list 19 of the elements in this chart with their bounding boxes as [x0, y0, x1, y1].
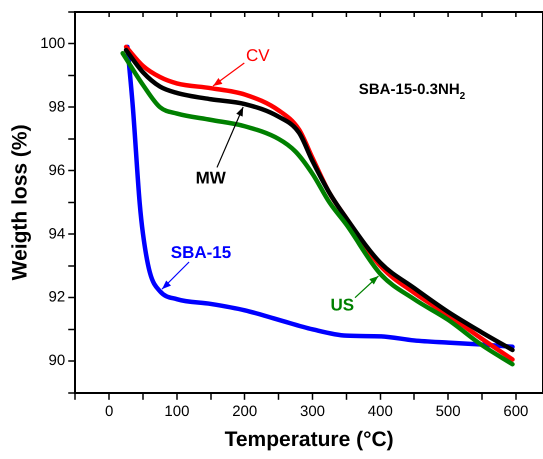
text: MW	[196, 168, 227, 188]
y-tick-label: 98	[48, 98, 66, 116]
x-tick-label: 500	[436, 402, 461, 420]
x-axis-title: Temperature (°C)	[224, 428, 394, 452]
y-tick-label: 96	[48, 162, 66, 179]
y-tick-label: 100	[40, 34, 66, 52]
series-label: CV	[246, 46, 270, 65]
x-tick-label: 400	[368, 402, 393, 420]
y-tick-label: 92	[48, 288, 66, 306]
x-tick-label: 200	[232, 402, 258, 420]
x-tick-label: 0	[104, 402, 114, 420]
y-tick-label: 94	[48, 225, 66, 242]
y-tick-label: 90	[48, 352, 66, 370]
x-tick-label: 300	[300, 402, 326, 420]
series-label: SBA-15	[170, 242, 232, 262]
x-tick-label: 600	[503, 402, 528, 420]
y-axis-title: Weigth loss (%)	[8, 124, 32, 280]
legend-label: US	[330, 295, 354, 314]
x-tick-label: 100	[164, 402, 190, 420]
